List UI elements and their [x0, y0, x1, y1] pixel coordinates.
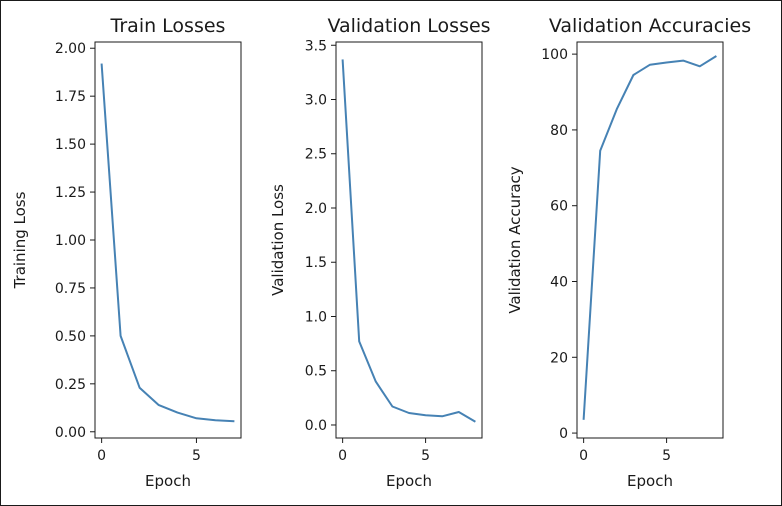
- data-point: [358, 340, 360, 342]
- validation-accuracies-line: [582, 55, 717, 420]
- validation-accuracies-title: Validation Accuracies: [549, 15, 751, 37]
- data-point: [139, 387, 141, 389]
- y-tick-label: 0: [559, 426, 568, 442]
- y-tick-label: 0.0: [305, 418, 327, 434]
- validation-accuracies-panel: Validation Accuracies 0 20 40 60 80 100 0 5 Epoch…: [506, 15, 751, 490]
- data-point: [458, 411, 460, 413]
- data-point: [649, 64, 651, 66]
- y-tick-label: 3.5: [305, 38, 327, 54]
- y-tick-label: 0.5: [305, 364, 327, 380]
- plot-frame: [94, 41, 242, 439]
- data-point: [195, 417, 197, 419]
- x-tick-label: 5: [421, 448, 430, 464]
- y-tick-label: 1.0: [305, 309, 327, 325]
- y-tick-label: 0.75: [55, 281, 86, 297]
- x-axis-label: Epoch: [627, 472, 673, 490]
- data-point: [391, 406, 393, 408]
- y-tick-label: 0.00: [55, 425, 86, 441]
- x-axis-label: Epoch: [145, 472, 191, 490]
- plot-frame: [335, 41, 483, 439]
- x-tick-label: 0: [338, 448, 347, 464]
- data-point: [715, 55, 717, 57]
- data-point: [375, 381, 377, 383]
- y-tick-label: 80: [550, 123, 568, 139]
- y-tick-label: 1.25: [55, 185, 86, 201]
- y-tick-label: 1.5: [305, 255, 327, 271]
- y-axis-label: Validation Accuracy: [506, 166, 524, 313]
- y-tick-label: 0.50: [55, 329, 86, 345]
- x-tick-label: 0: [97, 448, 106, 464]
- data-point: [176, 412, 178, 414]
- y-tick-label: 100: [541, 47, 568, 63]
- data-point: [158, 404, 160, 406]
- y-tick-label: 3.0: [305, 93, 327, 109]
- y-tick-label: 20: [550, 350, 568, 366]
- data-point: [425, 414, 427, 416]
- train-losses-panel: Train Losses 0.00 0.25 0.50 0.75 1.00 1.25 1.50…: [11, 15, 242, 490]
- data-point: [699, 65, 701, 67]
- data-point: [342, 58, 344, 60]
- data-point: [441, 415, 443, 417]
- validation-losses-panel: Validation Losses 0.0 0.5 1.0 1.5 2.0 2.5 3.0 3.…: [269, 15, 491, 490]
- data-point: [682, 60, 684, 62]
- x-tick-label: 5: [662, 448, 671, 464]
- y-axis-label: Validation Loss: [269, 184, 287, 296]
- y-tick-label: 2.5: [305, 147, 327, 163]
- y-tick-label: 2.0: [305, 201, 327, 217]
- data-point: [214, 419, 216, 421]
- y-tick-label: 2.00: [55, 41, 86, 57]
- y-tick-label: 1.50: [55, 137, 86, 153]
- y-tick-label: 1.75: [55, 89, 86, 105]
- data-point: [583, 419, 585, 421]
- y-tick-label: 0.25: [55, 377, 86, 393]
- x-tick-label: 0: [579, 448, 588, 464]
- data-point: [632, 74, 634, 76]
- data-point: [120, 335, 122, 337]
- validation-losses-title: Validation Losses: [327, 15, 490, 37]
- train-losses-title: Train Losses: [110, 15, 226, 37]
- data-point: [474, 421, 476, 423]
- data-point: [101, 63, 103, 65]
- data-point: [616, 108, 618, 110]
- data-point: [233, 420, 235, 422]
- train-losses-line: [100, 63, 235, 423]
- data-point: [666, 61, 668, 63]
- data-point: [599, 150, 601, 152]
- y-tick-label: 40: [550, 274, 568, 290]
- validation-losses-line: [341, 59, 476, 423]
- x-tick-label: 5: [192, 448, 201, 464]
- y-axis-label: Training Loss: [11, 191, 29, 289]
- x-axis-label: Epoch: [386, 472, 432, 490]
- y-tick-label: 1.00: [55, 233, 86, 249]
- y-tick-label: 60: [550, 199, 568, 215]
- data-point: [408, 412, 410, 414]
- plot-frame: [576, 41, 724, 439]
